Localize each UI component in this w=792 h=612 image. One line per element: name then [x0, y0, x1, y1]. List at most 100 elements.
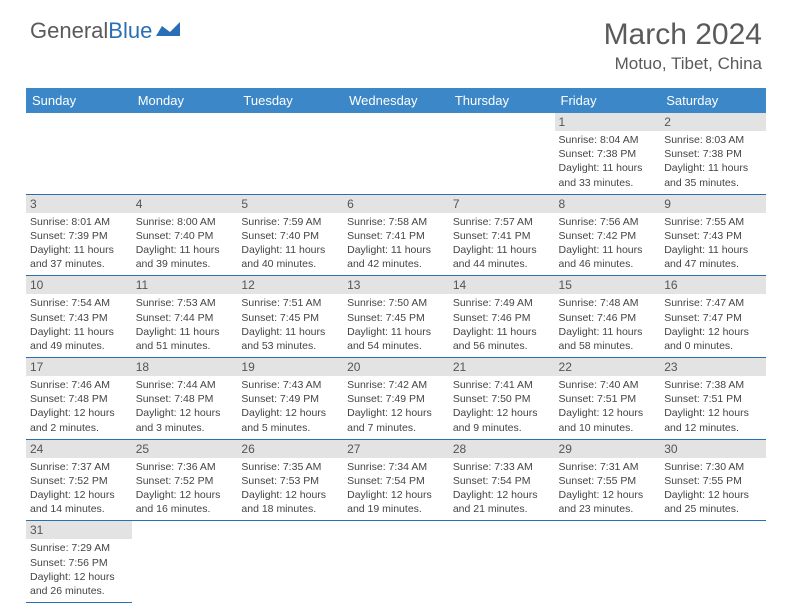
sunset-line: Sunset: 7:52 PM	[136, 474, 234, 488]
day-details: Sunrise: 7:37 AMSunset: 7:52 PMDaylight:…	[26, 458, 132, 521]
sunrise-line: Sunrise: 7:56 AM	[559, 215, 657, 229]
daylight-line: Daylight: 11 hours and 56 minutes.	[453, 325, 551, 353]
daylight-line: Daylight: 11 hours and 42 minutes.	[347, 243, 445, 271]
daylight-line: Daylight: 11 hours and 51 minutes.	[136, 325, 234, 353]
day-details: Sunrise: 7:56 AMSunset: 7:42 PMDaylight:…	[555, 213, 661, 276]
sunset-line: Sunset: 7:52 PM	[30, 474, 128, 488]
calendar-empty-cell	[555, 521, 661, 603]
calendar-empty-cell	[449, 113, 555, 194]
sunrise-line: Sunrise: 7:47 AM	[664, 296, 762, 310]
sunrise-line: Sunrise: 7:30 AM	[664, 460, 762, 474]
sunset-line: Sunset: 7:50 PM	[453, 392, 551, 406]
day-details: Sunrise: 8:04 AMSunset: 7:38 PMDaylight:…	[555, 131, 661, 194]
sunset-line: Sunset: 7:48 PM	[30, 392, 128, 406]
calendar-row: 31Sunrise: 7:29 AMSunset: 7:56 PMDayligh…	[26, 521, 766, 603]
calendar-day-cell: 21Sunrise: 7:41 AMSunset: 7:50 PMDayligh…	[449, 358, 555, 440]
sunrise-line: Sunrise: 7:54 AM	[30, 296, 128, 310]
day-details: Sunrise: 7:53 AMSunset: 7:44 PMDaylight:…	[132, 294, 238, 357]
sunrise-line: Sunrise: 7:35 AM	[241, 460, 339, 474]
day-number: 21	[449, 358, 555, 376]
daylight-line: Daylight: 12 hours and 26 minutes.	[30, 570, 128, 598]
day-details: Sunrise: 7:33 AMSunset: 7:54 PMDaylight:…	[449, 458, 555, 521]
calendar-day-cell: 2Sunrise: 8:03 AMSunset: 7:38 PMDaylight…	[660, 113, 766, 194]
sunset-line: Sunset: 7:51 PM	[664, 392, 762, 406]
calendar-day-cell: 13Sunrise: 7:50 AMSunset: 7:45 PMDayligh…	[343, 276, 449, 358]
day-number: 23	[660, 358, 766, 376]
daylight-line: Daylight: 12 hours and 3 minutes.	[136, 406, 234, 434]
daylight-line: Daylight: 11 hours and 44 minutes.	[453, 243, 551, 271]
calendar-table: SundayMondayTuesdayWednesdayThursdayFrid…	[26, 88, 766, 603]
daylight-line: Daylight: 11 hours and 35 minutes.	[664, 161, 762, 189]
sunrise-line: Sunrise: 7:31 AM	[559, 460, 657, 474]
day-number: 13	[343, 276, 449, 294]
calendar-empty-cell	[449, 521, 555, 603]
day-details: Sunrise: 7:35 AMSunset: 7:53 PMDaylight:…	[237, 458, 343, 521]
day-details: Sunrise: 7:34 AMSunset: 7:54 PMDaylight:…	[343, 458, 449, 521]
calendar-day-cell: 30Sunrise: 7:30 AMSunset: 7:55 PMDayligh…	[660, 439, 766, 521]
sunset-line: Sunset: 7:51 PM	[559, 392, 657, 406]
sunrise-line: Sunrise: 8:01 AM	[30, 215, 128, 229]
logo-text-1: General	[30, 18, 108, 44]
weekday-header: Sunday	[26, 88, 132, 113]
sunrise-line: Sunrise: 8:00 AM	[136, 215, 234, 229]
calendar-day-cell: 12Sunrise: 7:51 AMSunset: 7:45 PMDayligh…	[237, 276, 343, 358]
day-details: Sunrise: 7:31 AMSunset: 7:55 PMDaylight:…	[555, 458, 661, 521]
day-number: 24	[26, 440, 132, 458]
calendar-day-cell: 22Sunrise: 7:40 AMSunset: 7:51 PMDayligh…	[555, 358, 661, 440]
sunset-line: Sunset: 7:42 PM	[559, 229, 657, 243]
month-title: March 2024	[604, 18, 762, 52]
sunset-line: Sunset: 7:38 PM	[664, 147, 762, 161]
day-details: Sunrise: 7:50 AMSunset: 7:45 PMDaylight:…	[343, 294, 449, 357]
daylight-line: Daylight: 11 hours and 37 minutes.	[30, 243, 128, 271]
sunrise-line: Sunrise: 7:38 AM	[664, 378, 762, 392]
calendar-body: 1Sunrise: 8:04 AMSunset: 7:38 PMDaylight…	[26, 113, 766, 603]
calendar-day-cell: 9Sunrise: 7:55 AMSunset: 7:43 PMDaylight…	[660, 194, 766, 276]
daylight-line: Daylight: 12 hours and 10 minutes.	[559, 406, 657, 434]
daylight-line: Daylight: 11 hours and 54 minutes.	[347, 325, 445, 353]
daylight-line: Daylight: 12 hours and 9 minutes.	[453, 406, 551, 434]
sunrise-line: Sunrise: 7:34 AM	[347, 460, 445, 474]
day-details: Sunrise: 7:47 AMSunset: 7:47 PMDaylight:…	[660, 294, 766, 357]
sunset-line: Sunset: 7:43 PM	[664, 229, 762, 243]
weekday-header: Monday	[132, 88, 238, 113]
daylight-line: Daylight: 12 hours and 7 minutes.	[347, 406, 445, 434]
calendar-empty-cell	[132, 113, 238, 194]
day-number: 8	[555, 195, 661, 213]
sunrise-line: Sunrise: 7:29 AM	[30, 541, 128, 555]
sunrise-line: Sunrise: 8:03 AM	[664, 133, 762, 147]
sunrise-line: Sunrise: 7:36 AM	[136, 460, 234, 474]
day-number: 10	[26, 276, 132, 294]
day-details: Sunrise: 8:00 AMSunset: 7:40 PMDaylight:…	[132, 213, 238, 276]
calendar-day-cell: 24Sunrise: 7:37 AMSunset: 7:52 PMDayligh…	[26, 439, 132, 521]
weekday-header: Tuesday	[237, 88, 343, 113]
day-number: 15	[555, 276, 661, 294]
sunset-line: Sunset: 7:41 PM	[347, 229, 445, 243]
calendar-day-cell: 15Sunrise: 7:48 AMSunset: 7:46 PMDayligh…	[555, 276, 661, 358]
sunset-line: Sunset: 7:39 PM	[30, 229, 128, 243]
day-number: 31	[26, 521, 132, 539]
calendar-day-cell: 11Sunrise: 7:53 AMSunset: 7:44 PMDayligh…	[132, 276, 238, 358]
daylight-line: Daylight: 12 hours and 14 minutes.	[30, 488, 128, 516]
day-number: 12	[237, 276, 343, 294]
day-number: 18	[132, 358, 238, 376]
calendar-day-cell: 19Sunrise: 7:43 AMSunset: 7:49 PMDayligh…	[237, 358, 343, 440]
day-details: Sunrise: 7:43 AMSunset: 7:49 PMDaylight:…	[237, 376, 343, 439]
daylight-line: Daylight: 12 hours and 23 minutes.	[559, 488, 657, 516]
day-number: 26	[237, 440, 343, 458]
day-details: Sunrise: 7:48 AMSunset: 7:46 PMDaylight:…	[555, 294, 661, 357]
day-details: Sunrise: 7:38 AMSunset: 7:51 PMDaylight:…	[660, 376, 766, 439]
day-number: 11	[132, 276, 238, 294]
daylight-line: Daylight: 12 hours and 21 minutes.	[453, 488, 551, 516]
sunrise-line: Sunrise: 7:46 AM	[30, 378, 128, 392]
sunset-line: Sunset: 7:45 PM	[347, 311, 445, 325]
calendar-row: 1Sunrise: 8:04 AMSunset: 7:38 PMDaylight…	[26, 113, 766, 194]
title-block: March 2024 Motuo, Tibet, China	[604, 18, 762, 74]
weekday-header: Friday	[555, 88, 661, 113]
daylight-line: Daylight: 12 hours and 0 minutes.	[664, 325, 762, 353]
day-number: 14	[449, 276, 555, 294]
daylight-line: Daylight: 11 hours and 49 minutes.	[30, 325, 128, 353]
calendar-day-cell: 26Sunrise: 7:35 AMSunset: 7:53 PMDayligh…	[237, 439, 343, 521]
calendar-day-cell: 14Sunrise: 7:49 AMSunset: 7:46 PMDayligh…	[449, 276, 555, 358]
calendar-row: 24Sunrise: 7:37 AMSunset: 7:52 PMDayligh…	[26, 439, 766, 521]
daylight-line: Daylight: 12 hours and 12 minutes.	[664, 406, 762, 434]
